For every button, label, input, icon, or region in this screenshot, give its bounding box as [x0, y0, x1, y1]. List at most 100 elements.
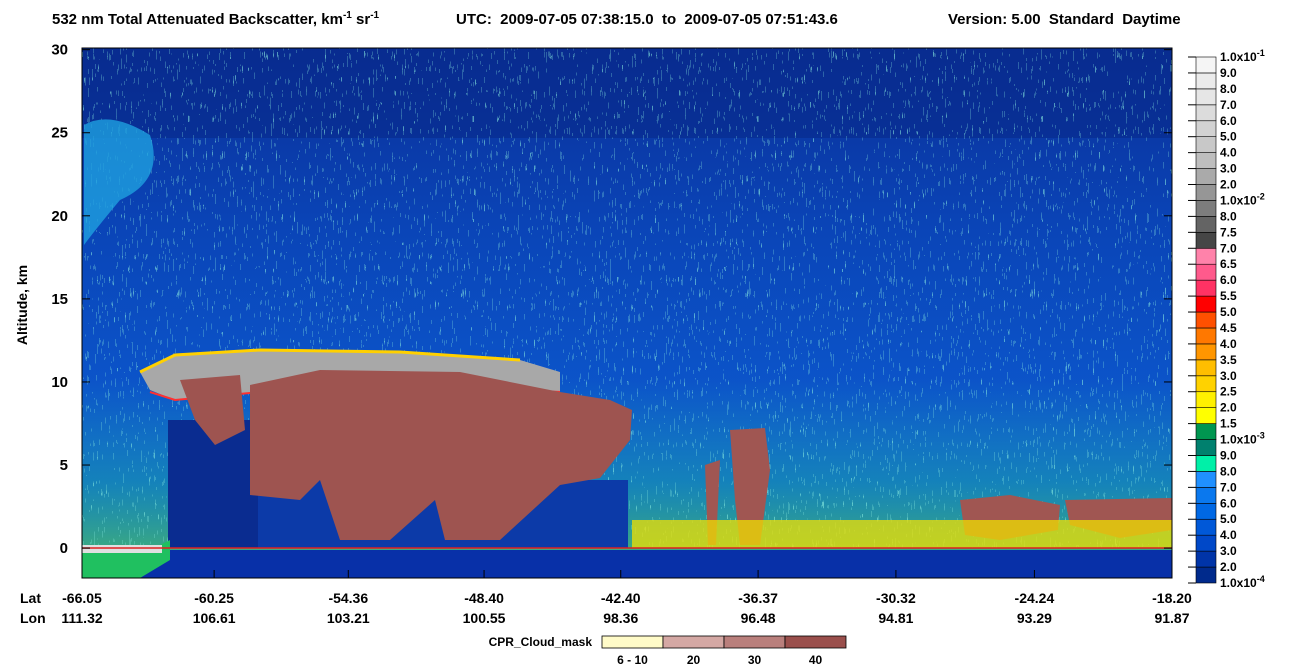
colorbar-label: 3.0: [1220, 369, 1237, 383]
colorbar-box: [1195, 407, 1217, 424]
colorbar-label-text: 7.0: [1220, 98, 1237, 112]
colorbar-label: 2.0: [1220, 178, 1237, 192]
colorbar-label: 6.0: [1220, 273, 1237, 287]
colorbar-label: 5.0: [1220, 512, 1237, 526]
lon-label: 100.55: [463, 610, 506, 626]
cpr-legend-title: CPR_Cloud_mask: [489, 635, 593, 649]
colorbar-label: 6.0: [1220, 114, 1237, 128]
cpr-cloud: [730, 428, 770, 545]
lon-label: 111.32: [61, 610, 102, 626]
colorbar-label: 1.0x10-2: [1220, 191, 1265, 207]
colorbar-box: [1195, 439, 1217, 456]
x-row-label: Lon: [20, 610, 46, 626]
colorbar-label-exp: -2: [1257, 191, 1265, 201]
colorbar-box: [1195, 550, 1217, 568]
x-tick-label: -24.24: [1015, 590, 1055, 606]
colorbar-label-text: 4.0: [1220, 528, 1237, 542]
colorbar-box: [1195, 216, 1217, 233]
colorbar-label-text: 7.0: [1220, 480, 1237, 494]
colorbar-label: 7.5: [1220, 225, 1237, 239]
y-tick-label: 20: [51, 208, 68, 225]
colorbar-label: 4.5: [1220, 321, 1237, 335]
colorbar-label: 5.0: [1220, 130, 1237, 144]
curtain-image: [82, 48, 1172, 578]
lon-label: 98.36: [603, 610, 638, 626]
colorbar-label-text: 7.5: [1220, 225, 1237, 239]
plot-frame: [81, 47, 1173, 579]
surface-ice: [82, 545, 162, 553]
boundary-layer: [632, 520, 1172, 548]
colorbar-label-text: 5.0: [1220, 512, 1237, 526]
colorbar-label-text: 3.0: [1220, 162, 1237, 176]
colorbar-label: 2.0: [1220, 560, 1237, 574]
colorbar-label: 6.0: [1220, 496, 1237, 510]
colorbar-box: [1195, 88, 1217, 106]
colorbar-label: 8.0: [1220, 82, 1237, 96]
cpr-cloud: [180, 375, 245, 445]
colorbar-label: 7.0: [1220, 480, 1237, 494]
colorbar-label: 9.0: [1220, 66, 1237, 80]
colorbar-label-text: 2.0: [1220, 178, 1237, 192]
colorbar-label: 8.0: [1220, 464, 1237, 478]
stratospheric-layer: [84, 119, 154, 245]
colorbar-label-text: 1.0x10: [1220, 193, 1257, 207]
colorbar-label-text: 5.0: [1220, 305, 1237, 319]
colorbar-label-text: 5.0: [1220, 130, 1237, 144]
y-tick-label: 15: [51, 291, 68, 308]
lon-label: 103.21: [327, 610, 370, 626]
colorbar-label: 7.0: [1220, 98, 1237, 112]
y-tick-label: 0: [60, 540, 68, 557]
colorbar-box: [1195, 247, 1217, 265]
title-part: sr: [352, 11, 371, 28]
colorbar-label-text: 4.0: [1220, 146, 1237, 160]
x-row-label: Lat: [20, 590, 41, 606]
colorbar-label: 1.0x10-4: [1220, 574, 1265, 590]
colorbar-label: 9.0: [1220, 448, 1237, 462]
colorbar-box: [1195, 232, 1217, 249]
title-part: 532 nm Total Attenuated Backscatter, km: [52, 11, 343, 28]
x-tick-label: -18.20: [1152, 590, 1192, 606]
colorbar-label-text: 8.0: [1220, 209, 1237, 223]
colorbar-label-text: 9.0: [1220, 448, 1237, 462]
colorbar-label: 2.0: [1220, 401, 1237, 415]
colorbar-label: 2.5: [1220, 385, 1237, 399]
colorbar-label-text: 4.5: [1220, 321, 1237, 335]
y-tick-label: 25: [51, 125, 68, 142]
colorbar-label: 1.0x10-3: [1220, 431, 1265, 447]
colorbar-label-text: 3.0: [1220, 369, 1237, 383]
x-tick-label: -66.05: [62, 590, 102, 606]
colorbar-label-text: 1.0x10: [1220, 50, 1257, 64]
colorbar-box: [1195, 327, 1217, 345]
colorbar-box: [1195, 311, 1217, 329]
colorbar-box: [1195, 72, 1217, 90]
cloud-top-edge: [139, 348, 521, 374]
colorbar-label: 8.0: [1220, 209, 1237, 223]
colorbar-label-text: 6.5: [1220, 257, 1237, 271]
colorbar-label-text: 6.0: [1220, 114, 1237, 128]
subsurface: [82, 550, 1172, 578]
x-tick-label: -36.37: [738, 590, 778, 606]
colorbar-box: [1195, 566, 1217, 584]
x-tick-label: -42.40: [601, 590, 641, 606]
cpr-legend-swatch: [784, 635, 847, 649]
y-tick-label: 30: [51, 42, 68, 59]
cpr-legend-label: 6 - 10: [617, 653, 648, 667]
x-tick-label: -54.36: [328, 590, 368, 606]
colorbar-box: [1195, 343, 1217, 361]
y-axis-label: Altitude, km: [14, 265, 30, 345]
colorbar-box: [1195, 104, 1217, 122]
colorbar-label-text: 2.0: [1220, 401, 1237, 415]
colorbar-label-text: 1.0x10: [1220, 576, 1257, 590]
colorbar-label: 4.0: [1220, 337, 1237, 351]
colorbar-label-text: 1.5: [1220, 417, 1237, 431]
version: Version: 5.00 Standard Daytime: [948, 11, 1181, 28]
colorbar-label-exp: -4: [1257, 574, 1265, 584]
colorbar-label-text: 2.0: [1220, 560, 1237, 574]
x-tick-label: -60.25: [194, 590, 234, 606]
colorbar-box: [1195, 534, 1217, 552]
colorbar-box: [1195, 295, 1217, 313]
y-tick-label: 5: [60, 457, 68, 474]
colorbar-label: 5.0: [1220, 305, 1237, 319]
